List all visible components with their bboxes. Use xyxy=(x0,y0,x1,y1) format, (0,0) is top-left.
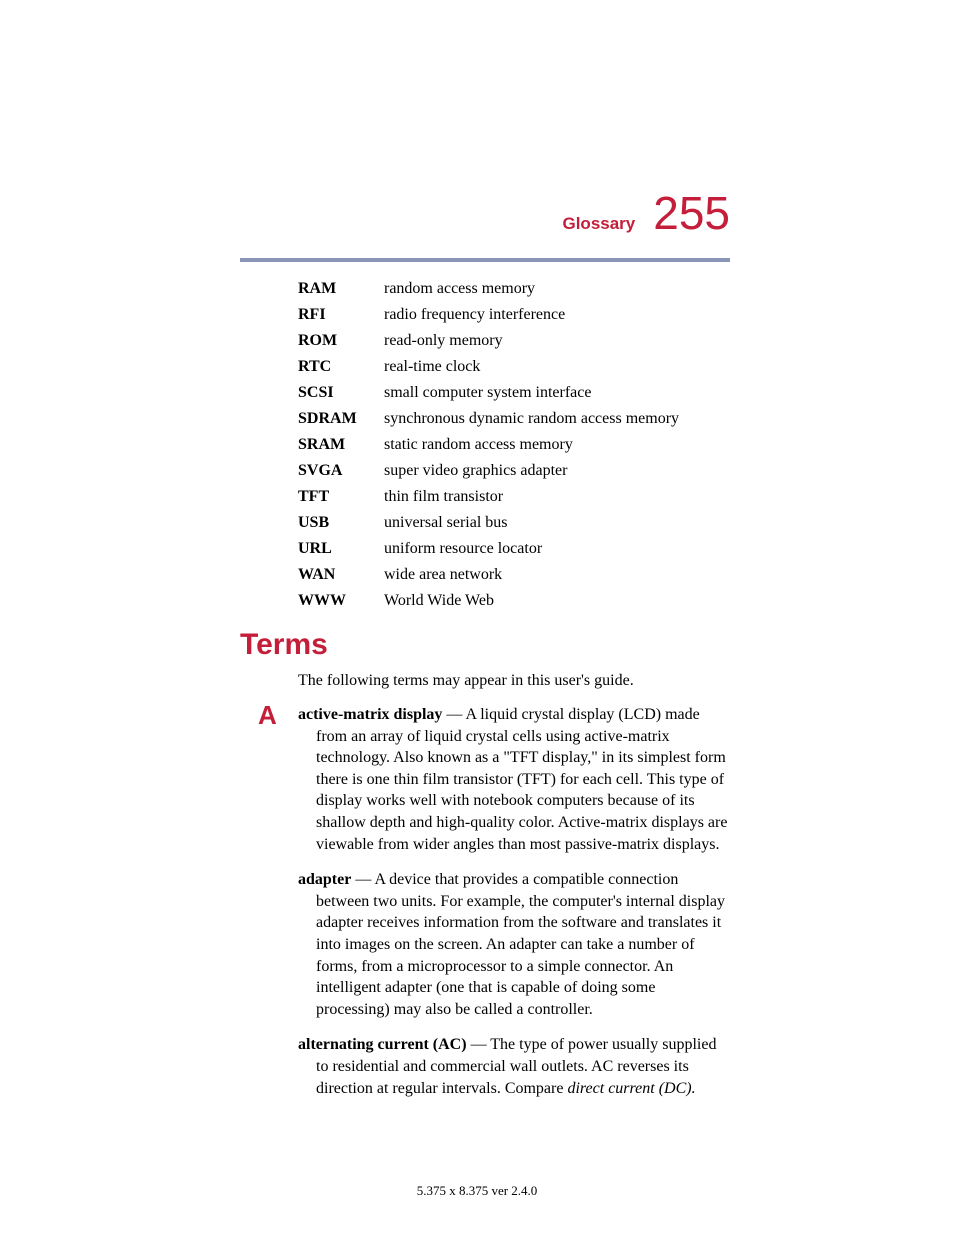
terms-list: active-matrix display — A liquid crystal… xyxy=(298,704,730,1099)
abbrev-row: WANwide area network xyxy=(298,566,730,584)
term-entry: alternating current (AC) — The type of p… xyxy=(298,1034,730,1099)
terms-block: A active-matrix display — A liquid cryst… xyxy=(298,704,730,1099)
abbrev-row: TFTthin film transistor xyxy=(298,488,730,506)
page-header: Glossary 255 xyxy=(240,190,730,236)
term-body: — A device that provides a compatible co… xyxy=(316,871,725,1018)
section-intro: The following terms may appear in this u… xyxy=(298,672,730,690)
abbrev-term: RAM xyxy=(298,280,384,298)
page-content: Glossary 255 RAMrandom access memoryRFIr… xyxy=(240,190,730,1113)
header-title: Glossary xyxy=(562,214,635,234)
abbrev-def: static random access memory xyxy=(384,436,730,454)
abbrev-term: SRAM xyxy=(298,436,384,454)
abbrev-def: read-only memory xyxy=(384,332,730,350)
abbrev-term: TFT xyxy=(298,488,384,506)
abbreviation-list: RAMrandom access memoryRFIradio frequenc… xyxy=(298,280,730,610)
abbrev-row: RTCreal-time clock xyxy=(298,358,730,376)
abbrev-row: SCSIsmall computer system interface xyxy=(298,384,730,402)
abbrev-term: WAN xyxy=(298,566,384,584)
page-footer: 5.375 x 8.375 ver 2.4.0 xyxy=(0,1183,954,1199)
abbrev-row: USBuniversal serial bus xyxy=(298,514,730,532)
abbrev-row: ROMread-only memory xyxy=(298,332,730,350)
abbrev-row: SDRAMsynchronous dynamic random access m… xyxy=(298,410,730,428)
abbrev-term: USB xyxy=(298,514,384,532)
term-entry: adapter — A device that provides a compa… xyxy=(298,869,730,1020)
abbrev-term: URL xyxy=(298,540,384,558)
abbrev-row: RFIradio frequency interference xyxy=(298,306,730,324)
abbrev-def: super video graphics adapter xyxy=(384,462,730,480)
section-heading-terms: Terms xyxy=(240,628,730,662)
abbrev-def: real-time clock xyxy=(384,358,730,376)
abbrev-row: URLuniform resource locator xyxy=(298,540,730,558)
abbrev-def: uniform resource locator xyxy=(384,540,730,558)
page-number: 255 xyxy=(653,190,730,236)
abbrev-term: SCSI xyxy=(298,384,384,402)
term-body: — A liquid crystal display (LCD) made fr… xyxy=(316,706,727,853)
term-entry: active-matrix display — A liquid crystal… xyxy=(298,704,730,855)
abbrev-term: WWW xyxy=(298,592,384,610)
term-italic-tail: direct current (DC). xyxy=(567,1080,695,1097)
abbrev-row: WWWWorld Wide Web xyxy=(298,592,730,610)
abbrev-def: random access memory xyxy=(384,280,730,298)
abbrev-term: SDRAM xyxy=(298,410,384,428)
term-name: adapter xyxy=(298,871,351,888)
abbrev-def: universal serial bus xyxy=(384,514,730,532)
abbrev-row: RAMrandom access memory xyxy=(298,280,730,298)
abbrev-term: SVGA xyxy=(298,462,384,480)
abbrev-row: SVGAsuper video graphics adapter xyxy=(298,462,730,480)
abbrev-def: World Wide Web xyxy=(384,592,730,610)
header-rule xyxy=(240,258,730,262)
abbrev-term: RTC xyxy=(298,358,384,376)
abbrev-def: radio frequency interference xyxy=(384,306,730,324)
abbrev-def: synchronous dynamic random access memory xyxy=(384,410,730,428)
abbrev-row: SRAMstatic random access memory xyxy=(298,436,730,454)
section-letter: A xyxy=(258,700,277,731)
abbrev-def: wide area network xyxy=(384,566,730,584)
abbrev-term: RFI xyxy=(298,306,384,324)
term-name: alternating current (AC) xyxy=(298,1036,467,1053)
abbrev-def: small computer system interface xyxy=(384,384,730,402)
term-name: active-matrix display xyxy=(298,706,442,723)
abbrev-term: ROM xyxy=(298,332,384,350)
abbrev-def: thin film transistor xyxy=(384,488,730,506)
